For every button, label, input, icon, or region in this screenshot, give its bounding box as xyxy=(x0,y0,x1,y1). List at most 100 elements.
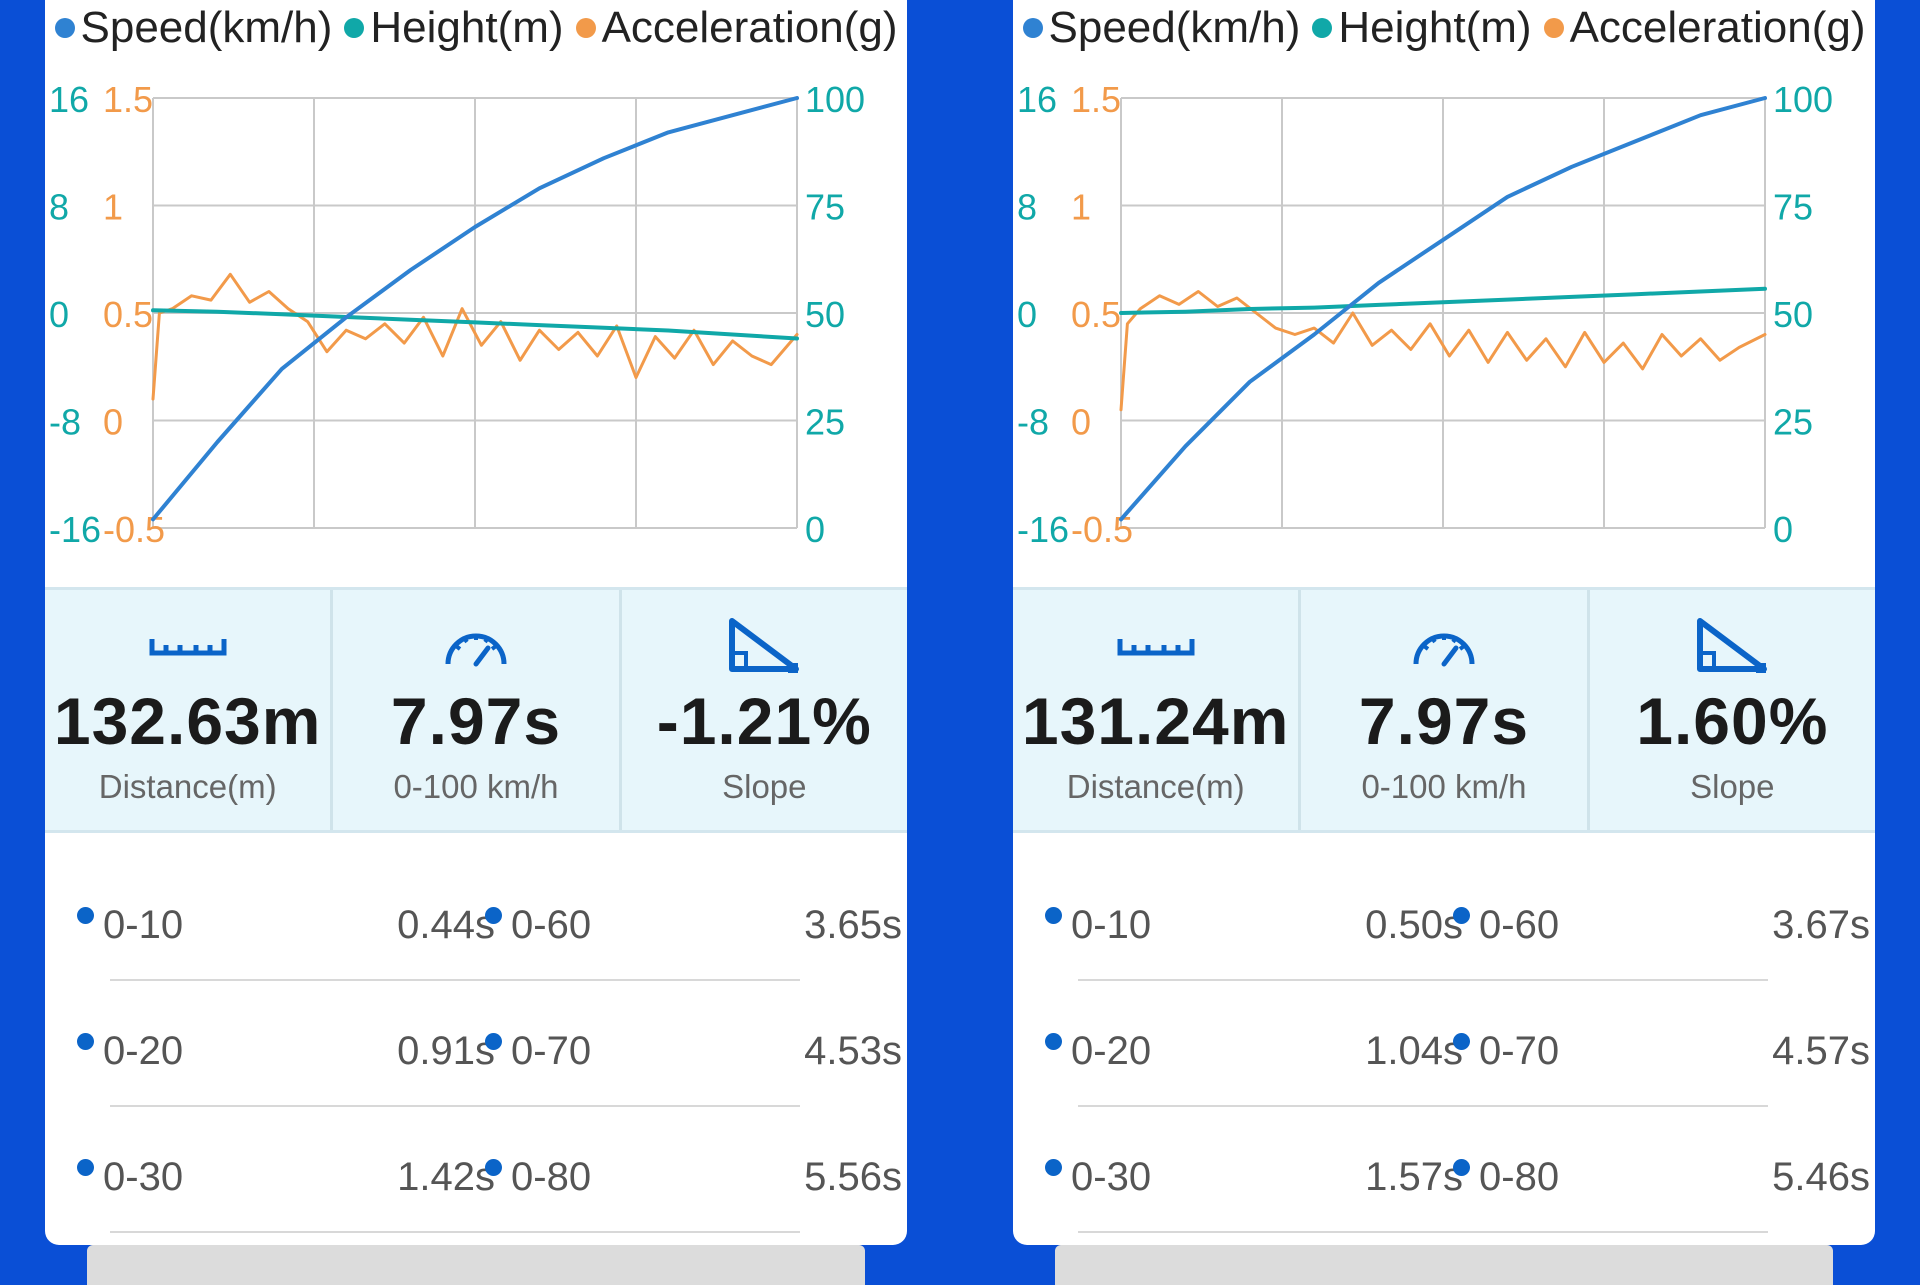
speed-axis-tick: 100 xyxy=(1773,79,1833,120)
acceleration-axis-tick: 1 xyxy=(1071,187,1091,228)
height-axis-tick: 16 xyxy=(1017,79,1057,120)
split-time: 0.91s xyxy=(397,1029,495,1073)
speed-dot-icon xyxy=(54,17,75,38)
bullet-icon xyxy=(77,1159,94,1176)
split-time: 1.57s xyxy=(1365,1155,1463,1199)
speed-axis-tick: 25 xyxy=(1773,402,1813,443)
ruler-icon xyxy=(148,610,228,682)
split-time: 4.53s xyxy=(804,1029,902,1073)
bullet-icon xyxy=(485,1159,502,1176)
result-panel-1: Speed(km/h) Height(m) Acceleration(g) 16… xyxy=(45,0,907,1245)
legend-speed: Speed(km/h) xyxy=(54,2,333,53)
panel-footer-2 xyxy=(1055,1245,1833,1285)
split-time: 3.67s xyxy=(1772,903,1870,947)
height-dot-icon xyxy=(344,17,365,38)
split-time: 0.44s xyxy=(397,903,495,947)
split-label: 0-80 xyxy=(511,1155,592,1199)
acceleration-axis-tick: 0.5 xyxy=(103,294,153,335)
split-time: 0.50s xyxy=(1365,903,1463,947)
split-label: 0-60 xyxy=(1479,903,1560,947)
accel-time-stat: 7.97s 0-100 km/h xyxy=(330,590,618,830)
slope-stat: 1.60% Slope xyxy=(1586,590,1875,830)
split-time: 4.57s xyxy=(1772,1029,1870,1073)
speedometer-icon xyxy=(442,610,510,682)
acceleration-axis-tick: 1.5 xyxy=(1071,79,1121,120)
acceleration-series-line xyxy=(1119,290,1767,412)
split-row: 0-30 1.42s 0-80 5.56s xyxy=(45,1107,907,1233)
height-dot-icon xyxy=(1312,17,1333,38)
legend-acceleration-label: Acceleration(g) xyxy=(1569,2,1866,52)
split-row: 0-30 1.57s 0-80 5.46s xyxy=(1013,1107,1875,1233)
distance-label: Distance(m) xyxy=(1066,768,1245,805)
legend-acceleration: Acceleration(g) xyxy=(1543,2,1866,53)
acceleration-dot-icon xyxy=(575,17,596,38)
speed-dot-icon xyxy=(1022,17,1043,38)
split-times-table: 0-10 0.50s 0-60 3.67s 0-20 1.04s 0-70 4.… xyxy=(1013,855,1875,1233)
height-series-line xyxy=(151,308,799,341)
split-label: 0-10 xyxy=(1071,903,1152,947)
distance-value: 132.63m xyxy=(53,684,322,758)
distance-stat: 132.63m Distance(m) xyxy=(45,590,330,830)
bullet-icon xyxy=(1045,1033,1062,1050)
slope-value: 1.60% xyxy=(1636,684,1829,758)
ruler-icon xyxy=(1116,610,1196,682)
distance-label: Distance(m) xyxy=(98,768,277,805)
bullet-icon xyxy=(77,1033,94,1050)
bullet-icon xyxy=(1453,1033,1470,1050)
legend-height-label: Height(m) xyxy=(370,2,564,52)
bullet-icon xyxy=(485,907,502,924)
legend-speed-label: Speed(km/h) xyxy=(1048,2,1301,52)
speedometer-icon xyxy=(1410,610,1478,682)
height-axis-tick: -16 xyxy=(49,509,101,550)
slope-icon xyxy=(1692,610,1772,682)
distance-stat: 131.24m Distance(m) xyxy=(1013,590,1298,830)
accel-time-value: 7.97s xyxy=(390,684,562,758)
height-series-line xyxy=(1119,286,1767,315)
split-time: 3.65s xyxy=(804,903,902,947)
legend-height: Height(m) xyxy=(1312,3,1532,53)
legend-speed: Speed(km/h) xyxy=(1022,2,1301,53)
height-axis-tick: 0 xyxy=(49,294,69,335)
legend-acceleration-label: Acceleration(g) xyxy=(601,2,898,52)
accel-time-value: 7.97s xyxy=(1358,684,1530,758)
bullet-icon xyxy=(1045,907,1062,924)
height-axis-tick: -16 xyxy=(1017,509,1069,550)
stats-bar: 131.24m Distance(m) 7.97s 0-100 km/h xyxy=(1013,587,1875,833)
height-axis-tick: 8 xyxy=(1017,187,1037,228)
bullet-icon xyxy=(1453,1159,1470,1176)
slope-icon xyxy=(724,610,804,682)
acceleration-axis-tick: 1.5 xyxy=(103,79,153,120)
acceleration-series-line xyxy=(151,272,799,401)
legend-speed-label: Speed(km/h) xyxy=(80,2,333,52)
slope-stat: -1.21% Slope xyxy=(618,590,907,830)
height-axis-tick: 8 xyxy=(49,187,69,228)
height-axis-tick: -8 xyxy=(49,402,81,443)
split-row: 0-10 0.44s 0-60 3.65s xyxy=(45,855,907,981)
panel-footer-1 xyxy=(87,1245,865,1285)
distance-value: 131.24m xyxy=(1021,684,1290,758)
accel-time-label: 0-100 km/h xyxy=(393,768,559,805)
accel-time-label: 0-100 km/h xyxy=(1361,768,1527,805)
speed-axis-tick: 100 xyxy=(805,79,865,120)
split-label: 0-20 xyxy=(1071,1029,1152,1073)
split-label: 0-10 xyxy=(103,903,184,947)
speed-axis-tick: 75 xyxy=(805,187,845,228)
bullet-icon xyxy=(1453,907,1470,924)
acceleration-axis-tick: 0 xyxy=(103,402,123,443)
speed-axis-tick: 0 xyxy=(805,509,825,550)
split-time: 1.42s xyxy=(397,1155,495,1199)
split-time: 5.56s xyxy=(804,1155,902,1199)
height-axis-tick: 16 xyxy=(49,79,89,120)
height-axis-tick: -8 xyxy=(1017,402,1049,443)
split-row: 0-20 1.04s 0-70 4.57s xyxy=(1013,981,1875,1107)
speed-axis-tick: 50 xyxy=(1773,294,1813,335)
chart-legend: Speed(km/h) Height(m) Acceleration(g) xyxy=(45,0,907,55)
slope-label: Slope xyxy=(722,768,807,805)
split-label: 0-30 xyxy=(1071,1155,1152,1199)
split-label: 0-70 xyxy=(511,1029,592,1073)
chart-legend: Speed(km/h) Height(m) Acceleration(g) xyxy=(1013,0,1875,55)
split-row: 0-10 0.50s 0-60 3.67s xyxy=(1013,855,1875,981)
split-time: 1.04s xyxy=(1365,1029,1463,1073)
split-label: 0-30 xyxy=(103,1155,184,1199)
